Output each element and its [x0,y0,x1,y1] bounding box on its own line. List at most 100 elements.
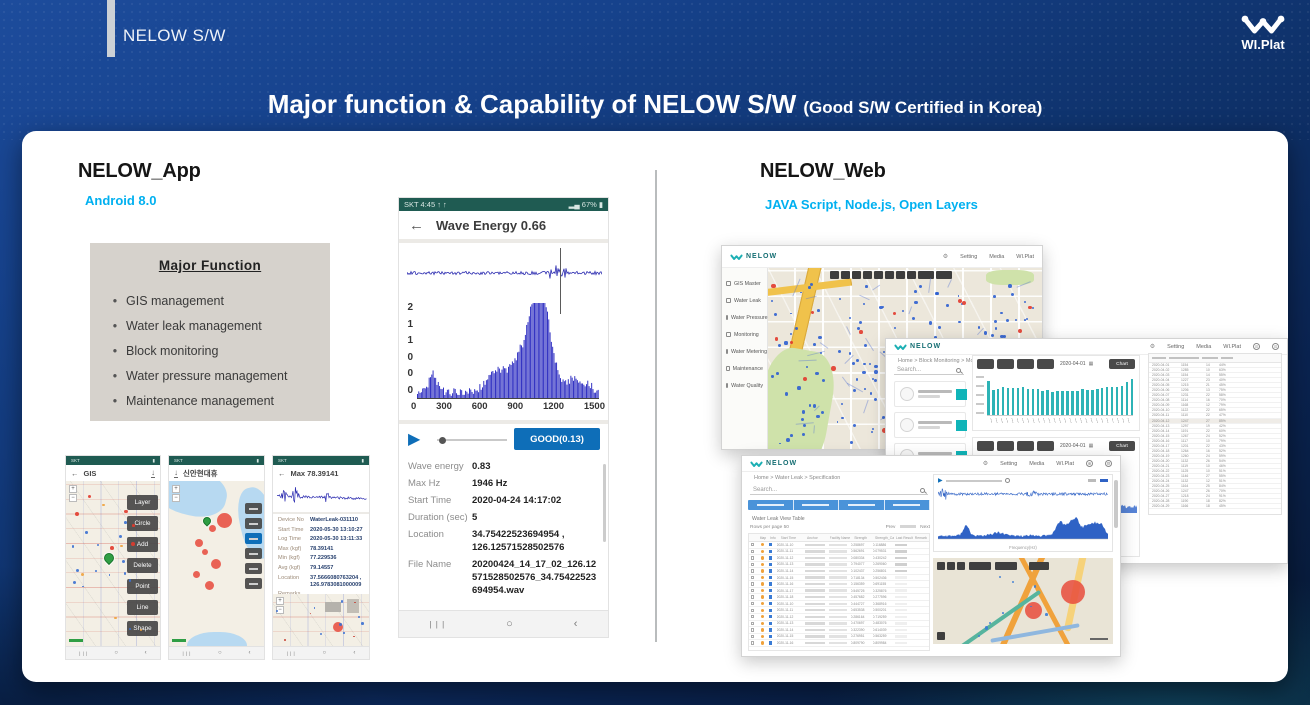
info-icon[interactable] [768,569,773,573]
back-icon[interactable]: ‹ [144,650,147,656]
home-icon[interactable]: ○ [322,650,327,656]
nav-link[interactable]: Media [1196,343,1212,350]
table-row[interactable]: 2020-04-21 1119 10 46% [1149,464,1281,469]
table-row[interactable]: 2020-11-13 0.794077 0.269060 [749,562,929,569]
map-marker-icon[interactable] [760,588,765,593]
chart-button[interactable]: Chart [1109,441,1135,451]
recents-icon[interactable]: | | | [79,650,88,656]
table-row[interactable]: 2020-11-12 0.080334 0.430242 [749,555,929,562]
back-arrow-icon[interactable]: ← [278,468,286,478]
table-row[interactable]: 2020-04-11 1110 22 47% [1149,413,1281,419]
map-tool-button[interactable] [896,271,905,279]
row-checkbox[interactable] [751,569,755,573]
chart-button[interactable]: Chart [1109,359,1135,369]
nav-link[interactable]: Setting [960,253,978,260]
map-tool-button[interactable] [841,271,850,279]
table-row[interactable]: 2020-04-18 1264 16 52% [1149,449,1281,454]
settings-icon[interactable]: ⊙ [1272,343,1279,350]
map-tool-button[interactable]: Delete [127,558,158,573]
sidebar-item-monitoring[interactable]: Monitoring [722,326,767,343]
table-row[interactable]: 2020-04-08 1114 16 70% [1149,398,1281,404]
leak-map[interactable]: + − [169,481,264,646]
back-icon[interactable]: ‹ [248,650,251,656]
user-icon[interactable]: ⊕ [1086,460,1093,467]
back-icon[interactable]: ‹ [353,650,356,656]
row-checkbox[interactable] [751,621,755,626]
search-input[interactable]: Search... [750,484,928,495]
pager-prev[interactable]: Prev [885,525,896,530]
table-row[interactable]: 2020-04-27 1218 24 91% [1149,494,1281,500]
table-row[interactable]: 2020-11-16 0.156359 0.691155 [749,581,929,588]
row-checkbox[interactable] [751,543,755,547]
table-row[interactable]: 2020-11-15 0.718134 0.502436 [749,575,929,582]
map-tool-button[interactable] [852,271,861,279]
search-input[interactable]: Search... [894,364,964,375]
nav-link[interactable]: Media [1029,460,1045,467]
table-row[interactable]: 2020-04-02 1285 10 63% [1149,368,1281,374]
legend-raw[interactable] [1088,479,1096,482]
range-button[interactable] [977,359,994,369]
leak-cluster[interactable] [195,539,203,547]
range-button[interactable] [997,359,1014,369]
map-tool-button[interactable]: Circle [127,516,158,531]
table-row[interactable]: 2020-04-29 1166 18 45% [1149,504,1281,510]
row-checkbox[interactable] [751,615,755,619]
map-tool-button[interactable] [957,562,965,570]
info-icon[interactable] [768,595,773,599]
row-checkbox[interactable] [751,556,755,560]
recents-icon[interactable]: | | | [182,650,191,656]
sidebar-item-water-pressure[interactable]: Water Pressure [722,309,768,326]
toolbar-action-button[interactable] [748,500,794,510]
nav-link[interactable]: WI.Plat [1016,253,1034,260]
monitor-card[interactable] [894,412,967,438]
info-icon[interactable] [768,615,773,619]
sidebar-item-water-leak[interactable]: Water Leak [722,292,767,309]
nav-link[interactable]: Setting [1000,460,1018,467]
pager-next[interactable]: Next [920,525,930,530]
map-tool-button[interactable]: Add [127,537,158,552]
sidebar-item-water-quality[interactable]: Water Quality [722,377,767,394]
map-marker-icon[interactable] [760,634,765,639]
date-field[interactable]: 2020-04-01 [1060,443,1086,449]
date-field[interactable]: 2020-04-01 [1060,361,1086,367]
map-tool-button[interactable] [936,271,952,279]
row-checkbox[interactable] [751,628,755,632]
nav-link[interactable]: WI.Plat [1223,343,1241,350]
table-row[interactable]: 2020-11-11 0.562691 0.079531 [749,549,929,556]
info-icon[interactable] [768,562,773,567]
range-button[interactable] [1017,441,1034,451]
gis-map[interactable]: + − Layer Circle Add Delete Point Line S… [66,481,160,646]
table-row[interactable]: 2020-04-19 1260 24 59% [1149,454,1281,459]
map-tool-button[interactable] [245,533,262,544]
map-tool-button[interactable] [245,578,262,589]
table-row[interactable]: 2020-04-22 1125 10 51% [1149,469,1281,475]
row-checkbox[interactable] [751,608,755,612]
map-tool-button[interactable] [830,271,839,279]
sidebar-item-gis-master[interactable]: GIS Master [722,275,767,292]
table-row[interactable]: 2020-11-10 0.444727 0.368916 [749,601,929,608]
leak-marker[interactable] [333,622,343,632]
table-row[interactable]: 2020-11-13 0.470697 0.483076 [749,621,929,628]
table-row[interactable]: 2020-11-14 0.102437 0.256801 [749,568,929,575]
user-icon[interactable]: ⊙ [1253,343,1260,350]
table-row[interactable]: 2020-04-05 1215 21 45% [1149,383,1281,389]
row-checkbox[interactable] [751,588,755,593]
back-arrow-icon[interactable]: ← [71,468,79,478]
info-icon[interactable] [768,575,773,580]
info-icon[interactable] [768,549,773,554]
monitor-card[interactable] [894,381,967,407]
volume-icon[interactable] [1004,478,1010,483]
zoom-in-button[interactable]: + [69,485,77,493]
map-tool-button[interactable]: Layer [127,495,158,510]
recents-icon[interactable]: | | | [429,619,446,629]
map-marker-icon[interactable] [760,602,765,606]
map-tool-button[interactable] [907,271,916,279]
table-row[interactable]: 2020-04-13 1297 19 42% [1149,424,1281,429]
table-row[interactable]: 2020-11-16 0.809790 0.809984 [749,640,929,647]
row-checkbox[interactable] [751,575,755,580]
info-icon[interactable] [768,621,773,626]
table-row[interactable]: 2020-04-10 1122 22 65% [1149,408,1281,414]
table-row[interactable]: 2020-04-04 1227 23 40% [1149,378,1281,384]
info-icon[interactable] [768,556,773,560]
map-marker-icon[interactable] [760,641,765,645]
